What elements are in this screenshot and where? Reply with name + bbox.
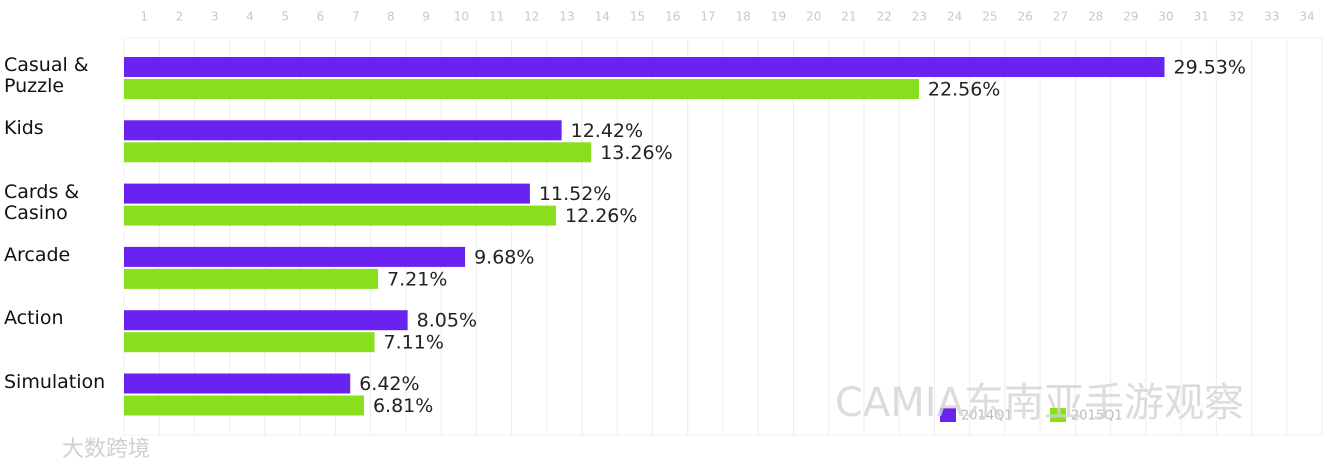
legend-swatch xyxy=(940,408,956,422)
x-tick-label: 14 xyxy=(595,10,610,24)
bar xyxy=(124,57,1165,77)
bar xyxy=(124,120,562,141)
x-tick-label: 25 xyxy=(982,10,997,24)
x-tick-label: 34 xyxy=(1299,10,1314,24)
value-label: 9.68% xyxy=(474,246,534,268)
legend-label: 2014Q1 xyxy=(961,409,1013,424)
value-label: 22.56% xyxy=(928,79,1000,101)
x-tick-label: 12 xyxy=(524,10,539,24)
bar xyxy=(124,142,592,163)
category-label: Simulation xyxy=(4,370,106,393)
x-tick-label: 9 xyxy=(422,10,430,24)
value-label: 6.81% xyxy=(373,395,433,417)
category-label: Arcade xyxy=(4,243,71,266)
bar xyxy=(124,373,351,394)
watermark: 大数跨境 xyxy=(62,437,150,462)
x-tick-label: 8 xyxy=(387,10,395,24)
value-label: 7.11% xyxy=(384,332,444,354)
bar xyxy=(124,246,466,267)
x-tick-label: 26 xyxy=(1017,10,1032,24)
value-label: 7.21% xyxy=(387,268,447,290)
value-label: 6.42% xyxy=(359,373,419,395)
value-label: 12.26% xyxy=(565,205,637,227)
value-label: 29.53% xyxy=(1173,57,1245,79)
bar xyxy=(124,310,408,331)
x-tick-label: 17 xyxy=(700,10,715,24)
x-tick-label: 30 xyxy=(1158,10,1173,24)
x-tick-label: 13 xyxy=(559,10,574,24)
x-tick-label: 10 xyxy=(454,10,469,24)
category-label: Action xyxy=(4,307,64,330)
category-label: Casual & Puzzle xyxy=(4,54,89,97)
x-tick-label: 11 xyxy=(489,10,504,24)
value-label: 13.26% xyxy=(600,142,672,164)
value-label: 8.05% xyxy=(417,310,477,332)
x-tick-label: 2 xyxy=(176,10,184,24)
x-tick-label: 23 xyxy=(912,10,927,24)
bar xyxy=(124,395,364,416)
x-tick-label: 19 xyxy=(771,10,786,24)
x-tick-label: 31 xyxy=(1194,10,1209,24)
x-tick-label: 32 xyxy=(1229,10,1244,24)
x-tick-label: 27 xyxy=(1053,10,1068,24)
bar xyxy=(124,183,530,204)
x-tick-label: 20 xyxy=(806,10,821,24)
x-tick-label: 3 xyxy=(211,10,219,24)
x-tick-label: 29 xyxy=(1123,10,1138,24)
x-tick-label: 28 xyxy=(1088,10,1103,24)
category-label: Kids xyxy=(4,117,44,140)
value-label: 11.52% xyxy=(539,183,611,205)
category-label: Cards & Casino xyxy=(4,180,80,224)
legend-swatch xyxy=(1050,408,1066,422)
x-tick-label: 33 xyxy=(1264,10,1279,24)
legend-label: 2015Q1 xyxy=(1071,409,1123,424)
bar xyxy=(124,205,556,226)
bar xyxy=(124,332,375,353)
x-tick-label: 18 xyxy=(736,10,751,24)
bar xyxy=(124,268,379,289)
x-tick-label: 16 xyxy=(665,10,680,24)
x-tick-label: 4 xyxy=(246,10,254,24)
watermark: CAMIA东南亚手游观察 xyxy=(835,380,1244,426)
x-tick-label: 1 xyxy=(140,10,148,24)
x-tick-label: 6 xyxy=(317,10,325,24)
x-tick-label: 5 xyxy=(281,10,289,24)
x-tick-label: 15 xyxy=(630,10,645,24)
x-tick-label: 21 xyxy=(841,10,856,24)
x-tick-label: 22 xyxy=(877,10,892,24)
bar xyxy=(124,79,919,99)
value-label: 12.42% xyxy=(571,120,643,142)
x-tick-label: 7 xyxy=(352,10,360,24)
x-tick-label: 24 xyxy=(947,10,962,24)
